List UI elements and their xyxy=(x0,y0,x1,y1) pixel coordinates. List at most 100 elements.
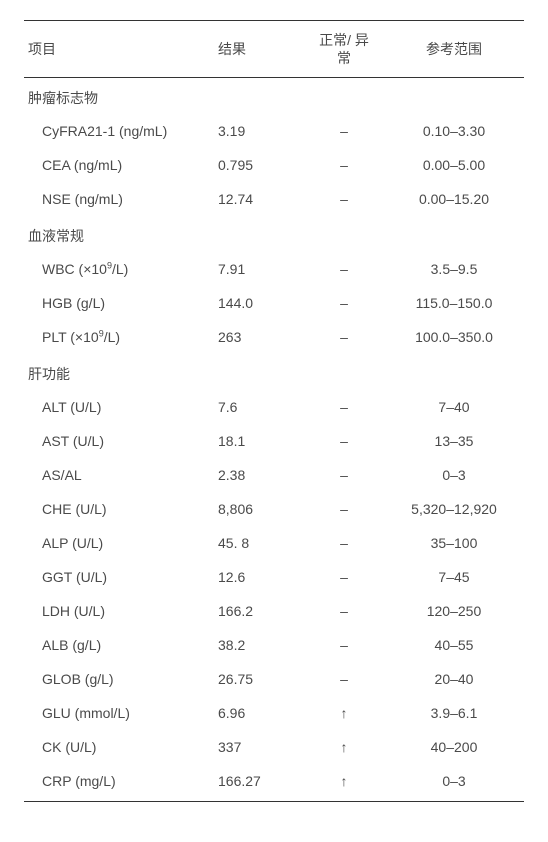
cell-flag: – xyxy=(304,148,384,182)
header-flag-line2: 常 xyxy=(337,50,351,66)
cell-result: 166.27 xyxy=(214,764,304,802)
cell-range: 115.0–150.0 xyxy=(384,286,524,320)
cell-range: 0.10–3.30 xyxy=(384,114,524,148)
cell-item: HGB (g/L) xyxy=(24,286,214,320)
cell-flag: – xyxy=(304,526,384,560)
cell-item: AS/AL xyxy=(24,458,214,492)
cell-result: 7.6 xyxy=(214,390,304,424)
section-title: 肿瘤标志物 xyxy=(24,78,524,115)
cell-flag: ↑ xyxy=(304,730,384,764)
cell-result: 45. 8 xyxy=(214,526,304,560)
cell-flag: – xyxy=(304,390,384,424)
cell-flag: – xyxy=(304,662,384,696)
table-row: ALP (U/L)45. 8–35–100 xyxy=(24,526,524,560)
cell-result: 166.2 xyxy=(214,594,304,628)
cell-item: ALP (U/L) xyxy=(24,526,214,560)
cell-item: GLU (mmol/L) xyxy=(24,696,214,730)
cell-item: AST (U/L) xyxy=(24,424,214,458)
cell-item: WBC (×109/L) xyxy=(24,252,214,286)
cell-item: CRP (mg/L) xyxy=(24,764,214,802)
cell-range: 40–55 xyxy=(384,628,524,662)
section-row: 血液常规 xyxy=(24,216,524,252)
cell-range: 100.0–350.0 xyxy=(384,320,524,354)
cell-result: 263 xyxy=(214,320,304,354)
table-row: WBC (×109/L)7.91–3.5–9.5 xyxy=(24,252,524,286)
table-row: AST (U/L)18.1–13–35 xyxy=(24,424,524,458)
table-row: CRP (mg/L)166.27↑0–3 xyxy=(24,764,524,802)
cell-item: ALB (g/L) xyxy=(24,628,214,662)
cell-result: 12.74 xyxy=(214,182,304,216)
cell-flag: – xyxy=(304,286,384,320)
cell-range: 7–40 xyxy=(384,390,524,424)
table-row: GGT (U/L)12.6–7–45 xyxy=(24,560,524,594)
table-row: ALT (U/L)7.6–7–40 xyxy=(24,390,524,424)
cell-flag: – xyxy=(304,252,384,286)
cell-item: GGT (U/L) xyxy=(24,560,214,594)
cell-result: 38.2 xyxy=(214,628,304,662)
header-flag-line1: 正常/ 异 xyxy=(319,32,369,48)
cell-flag: – xyxy=(304,492,384,526)
cell-item: CEA (ng/mL) xyxy=(24,148,214,182)
table-body: 肿瘤标志物CyFRA21-1 (ng/mL)3.19–0.10–3.30CEA … xyxy=(24,78,524,802)
cell-item: CHE (U/L) xyxy=(24,492,214,526)
cell-range: 13–35 xyxy=(384,424,524,458)
section-row: 肝功能 xyxy=(24,354,524,390)
cell-flag: – xyxy=(304,458,384,492)
cell-range: 3.9–6.1 xyxy=(384,696,524,730)
cell-result: 144.0 xyxy=(214,286,304,320)
cell-item: PLT (×109/L) xyxy=(24,320,214,354)
cell-flag: – xyxy=(304,182,384,216)
cell-result: 26.75 xyxy=(214,662,304,696)
cell-result: 2.38 xyxy=(214,458,304,492)
cell-range: 0.00–5.00 xyxy=(384,148,524,182)
table-row: HGB (g/L)144.0–115.0–150.0 xyxy=(24,286,524,320)
cell-result: 7.91 xyxy=(214,252,304,286)
table-header-row: 项目 结果 正常/ 异 常 参考范围 xyxy=(24,21,524,78)
cell-item: GLOB (g/L) xyxy=(24,662,214,696)
section-row: 肿瘤标志物 xyxy=(24,78,524,115)
table-row: CyFRA21-1 (ng/mL)3.19–0.10–3.30 xyxy=(24,114,524,148)
cell-range: 120–250 xyxy=(384,594,524,628)
table-row: GLOB (g/L)26.75–20–40 xyxy=(24,662,524,696)
header-result: 结果 xyxy=(214,21,304,78)
table-row: GLU (mmol/L)6.96↑3.9–6.1 xyxy=(24,696,524,730)
table-row: CK (U/L)337↑40–200 xyxy=(24,730,524,764)
header-range: 参考范围 xyxy=(384,21,524,78)
cell-result: 8,806 xyxy=(214,492,304,526)
cell-flag: – xyxy=(304,560,384,594)
table-row: CEA (ng/mL)0.795–0.00–5.00 xyxy=(24,148,524,182)
cell-range: 7–45 xyxy=(384,560,524,594)
cell-item: CyFRA21-1 (ng/mL) xyxy=(24,114,214,148)
cell-result: 18.1 xyxy=(214,424,304,458)
cell-flag: – xyxy=(304,320,384,354)
cell-range: 3.5–9.5 xyxy=(384,252,524,286)
cell-result: 3.19 xyxy=(214,114,304,148)
header-item: 项目 xyxy=(24,21,214,78)
cell-range: 20–40 xyxy=(384,662,524,696)
section-title: 肝功能 xyxy=(24,354,524,390)
section-title: 血液常规 xyxy=(24,216,524,252)
cell-item: LDH (U/L) xyxy=(24,594,214,628)
cell-flag: ↑ xyxy=(304,764,384,802)
cell-item: CK (U/L) xyxy=(24,730,214,764)
cell-range: 0.00–15.20 xyxy=(384,182,524,216)
cell-flag: – xyxy=(304,594,384,628)
table-row: PLT (×109/L)263–100.0–350.0 xyxy=(24,320,524,354)
cell-item: NSE (ng/mL) xyxy=(24,182,214,216)
cell-range: 35–100 xyxy=(384,526,524,560)
table-row: CHE (U/L)8,806–5,320–12,920 xyxy=(24,492,524,526)
table-row: AS/AL2.38–0–3 xyxy=(24,458,524,492)
cell-item: ALT (U/L) xyxy=(24,390,214,424)
cell-flag: – xyxy=(304,424,384,458)
cell-range: 0–3 xyxy=(384,764,524,802)
cell-flag: – xyxy=(304,628,384,662)
lab-results-table: 项目 结果 正常/ 异 常 参考范围 肿瘤标志物CyFRA21-1 (ng/mL… xyxy=(24,20,524,802)
cell-result: 337 xyxy=(214,730,304,764)
header-flag: 正常/ 异 常 xyxy=(304,21,384,78)
cell-result: 6.96 xyxy=(214,696,304,730)
table-row: ALB (g/L)38.2–40–55 xyxy=(24,628,524,662)
cell-flag: ↑ xyxy=(304,696,384,730)
table-row: LDH (U/L)166.2–120–250 xyxy=(24,594,524,628)
cell-range: 0–3 xyxy=(384,458,524,492)
cell-result: 12.6 xyxy=(214,560,304,594)
